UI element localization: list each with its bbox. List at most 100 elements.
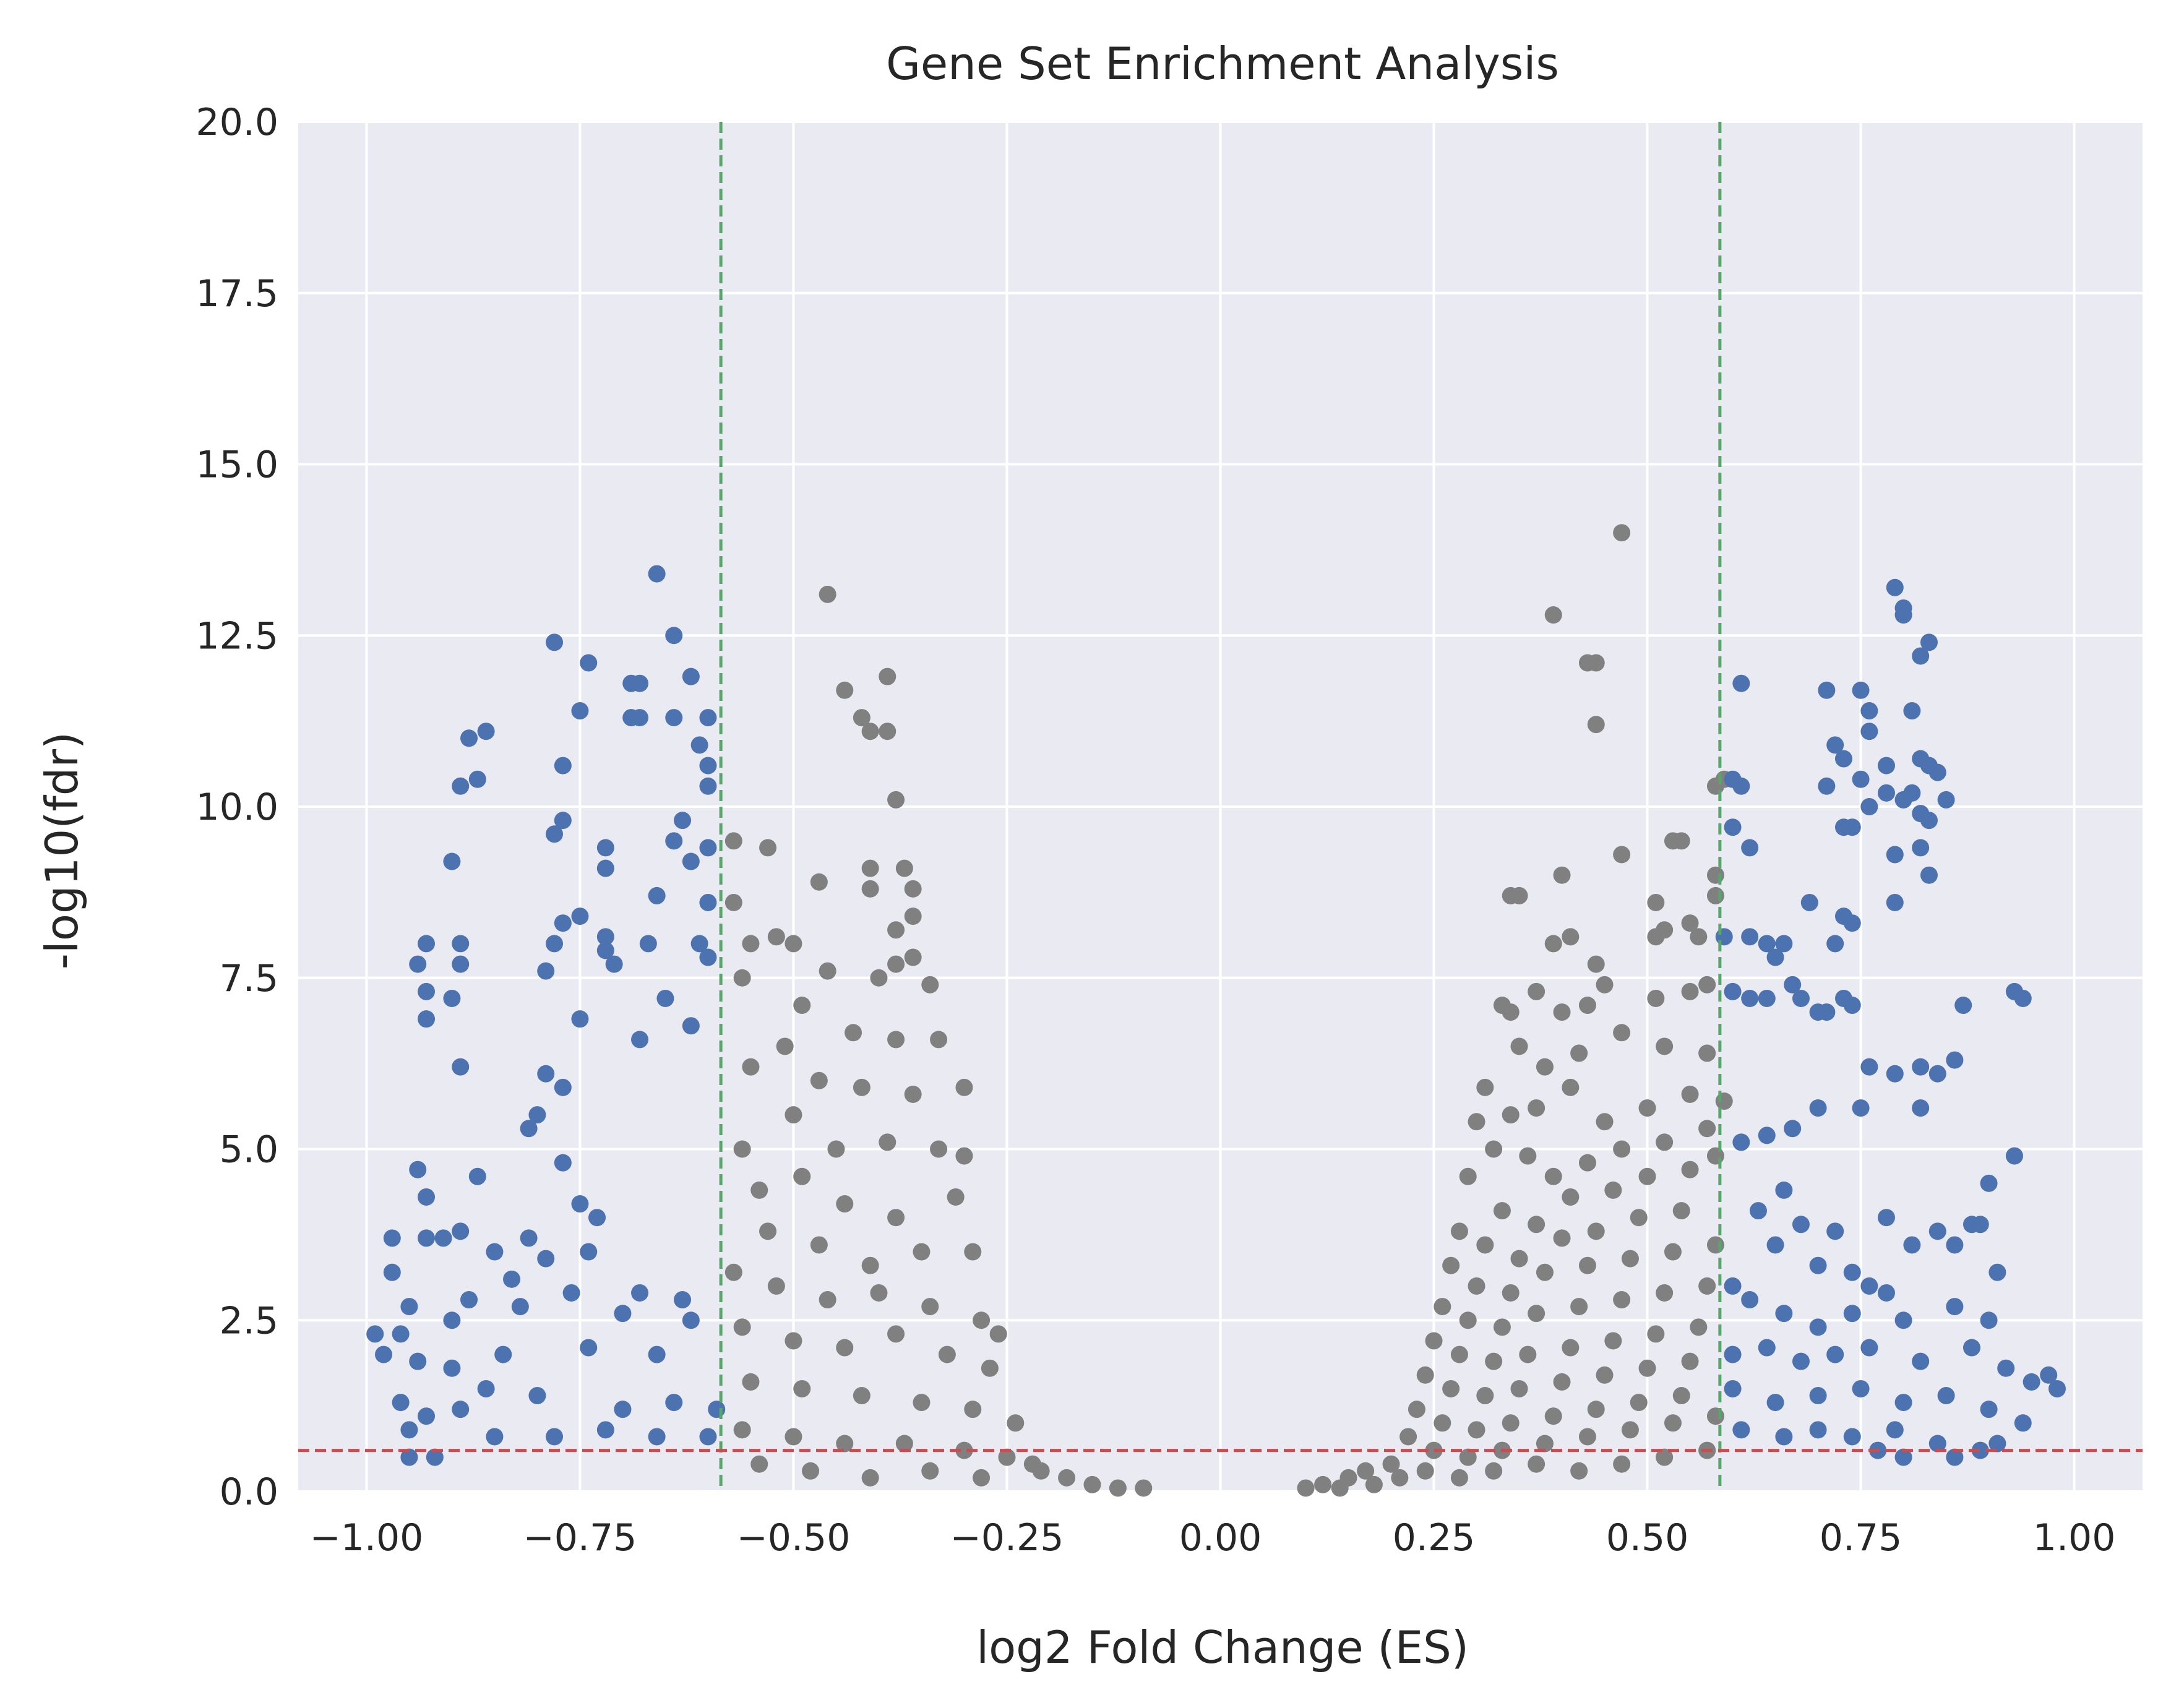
significant-point [468, 1167, 486, 1185]
significant-point [460, 1291, 478, 1309]
not-significant-point [947, 1188, 965, 1206]
significant-point [682, 1311, 700, 1329]
significant-point [1877, 1209, 1895, 1227]
significant-point [468, 770, 486, 788]
not-significant-point [1621, 1421, 1639, 1439]
significant-point [571, 1010, 589, 1028]
significant-point [452, 935, 470, 953]
significant-point [580, 654, 598, 672]
significant-point [682, 1017, 700, 1035]
significant-point [1775, 1305, 1793, 1323]
not-significant-point [785, 1332, 802, 1350]
significant-point [460, 729, 478, 747]
not-significant-point [1502, 1284, 1520, 1302]
significant-point [1920, 866, 1938, 884]
not-significant-point [1706, 1407, 1724, 1425]
significant-point [1877, 1284, 1895, 1302]
not-significant-point [955, 1441, 973, 1459]
y-tick-label: 7.5 [220, 957, 278, 1000]
significant-point [1894, 1448, 1912, 1466]
significant-point [665, 1394, 683, 1412]
not-significant-point [1493, 1318, 1511, 1336]
significant-point [1809, 1318, 1827, 1336]
significant-point [648, 565, 666, 583]
not-significant-point [1578, 1428, 1596, 1446]
not-significant-point [1706, 886, 1724, 904]
not-significant-point [1416, 1462, 1434, 1480]
significant-point [1886, 1065, 1904, 1083]
not-significant-point [1587, 716, 1605, 734]
significant-point [1834, 750, 1852, 768]
significant-point [511, 1298, 529, 1316]
significant-point [1860, 1277, 1878, 1295]
not-significant-point [1331, 1479, 1349, 1497]
significant-point [1843, 1263, 1861, 1281]
not-significant-point [981, 1359, 999, 1377]
significant-point [1758, 989, 1776, 1007]
significant-point [1886, 578, 1904, 596]
significant-point [520, 1229, 538, 1247]
not-significant-point [930, 1140, 948, 1158]
not-significant-point [1647, 893, 1665, 911]
significant-point [443, 1311, 461, 1329]
significant-point [554, 1154, 572, 1172]
significant-point [1894, 1394, 1912, 1412]
not-significant-point [1553, 1003, 1571, 1021]
significant-point [1971, 1216, 1989, 1234]
not-significant-point [1706, 866, 1724, 884]
not-significant-point [1698, 1044, 1716, 1062]
not-significant-point [1706, 1236, 1724, 1254]
significant-point [1741, 989, 1759, 1007]
not-significant-point [1681, 1352, 1699, 1370]
significant-point [1800, 893, 1818, 911]
significant-point [400, 1421, 418, 1439]
not-significant-point [776, 1037, 794, 1055]
significant-point [1784, 1120, 1802, 1138]
significant-point [418, 1010, 436, 1028]
significant-point [1826, 736, 1844, 754]
not-significant-point [1562, 928, 1580, 946]
not-significant-point [1656, 1284, 1674, 1302]
significant-point [571, 702, 589, 720]
not-significant-point [887, 921, 905, 939]
significant-point [477, 1380, 495, 1397]
not-significant-point [921, 1462, 939, 1480]
not-significant-point [845, 1024, 862, 1042]
significant-point [1732, 674, 1750, 692]
significant-point [631, 1031, 649, 1049]
not-significant-point [913, 1243, 931, 1261]
not-significant-point [1553, 1229, 1571, 1247]
significant-point [1894, 606, 1912, 624]
significant-point [383, 1263, 401, 1281]
not-significant-point [1630, 1209, 1648, 1227]
not-significant-point [1587, 1401, 1605, 1418]
not-significant-point [870, 1284, 888, 1302]
significant-point [699, 777, 717, 795]
significant-point [1928, 763, 1946, 781]
not-significant-point [1570, 1044, 1588, 1062]
significant-point [1741, 1291, 1759, 1309]
not-significant-point [1476, 1387, 1494, 1405]
significant-point [1928, 1435, 1946, 1453]
not-significant-point [1613, 1291, 1631, 1309]
y-axis-ticks: 0.0 2.5 5.0 7.5 10.0 12.5 15.0 17.5 20.0 [196, 101, 278, 1514]
not-significant-point [1570, 1298, 1588, 1316]
significant-point [1852, 770, 1870, 788]
significant-point [1766, 1236, 1784, 1254]
significant-point [1758, 1127, 1776, 1144]
not-significant-point [1382, 1455, 1400, 1473]
not-significant-point [904, 1085, 922, 1103]
significant-point [1758, 935, 1776, 953]
not-significant-point [1450, 1345, 1468, 1363]
significant-point [1903, 1236, 1921, 1254]
significant-point [580, 1243, 598, 1261]
not-significant-point [819, 1291, 836, 1309]
not-significant-point [1510, 1380, 1528, 1397]
x-tick-label: 0.50 [1606, 1516, 1689, 1560]
significant-point [1732, 1421, 1750, 1439]
significant-point [639, 935, 657, 953]
not-significant-point [1613, 524, 1631, 542]
significant-point [1903, 702, 1921, 720]
not-significant-point [1083, 1475, 1101, 1493]
not-significant-point [836, 681, 854, 699]
